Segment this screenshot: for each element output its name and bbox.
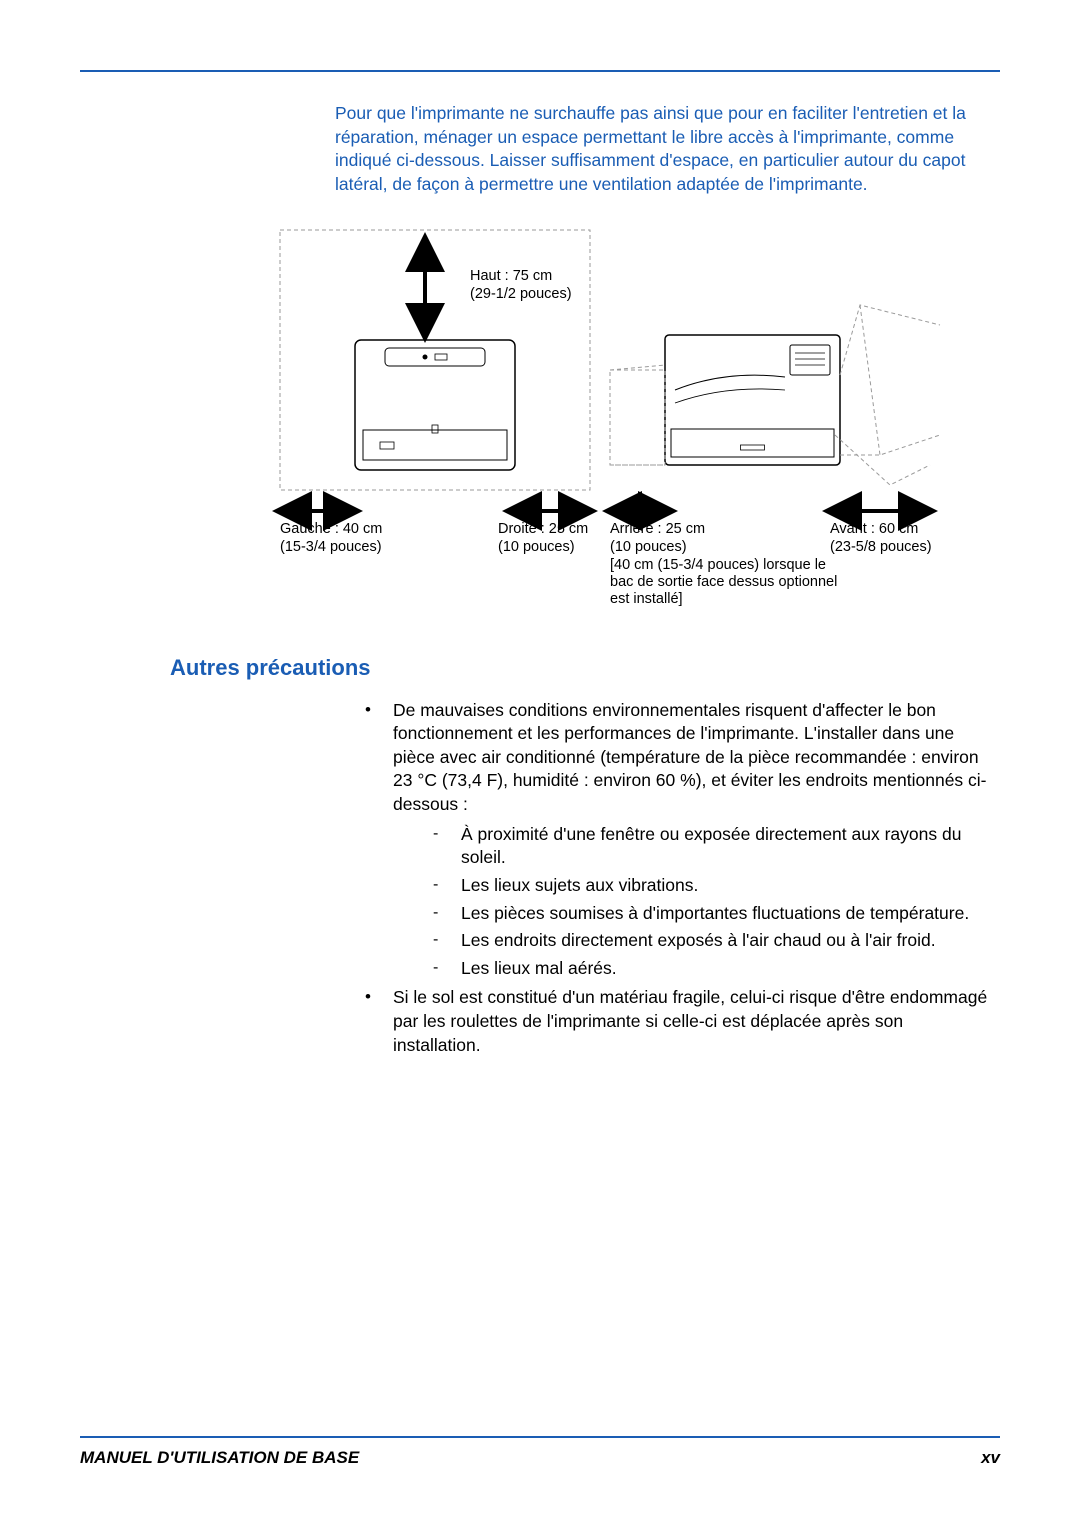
bullet-2-text: Si le sol est constitué d'un matériau fr… [393,987,987,1054]
bullet-1-text: De mauvaises conditions environnementale… [393,700,987,815]
intro-paragraph: Pour que l'imprimante ne surchauffe pas … [335,102,990,197]
body-content: De mauvaises conditions environnementale… [335,699,990,1058]
svg-text:bac de sortie face dessus opti: bac de sortie face dessus optionnel [610,574,837,590]
sub-bullet-list: À proximité d'une fenêtre ou exposée dir… [393,823,990,981]
svg-text:(10 pouces): (10 pouces) [498,539,575,555]
svg-text:Arrière : 25 cm: Arrière : 25 cm [610,521,705,537]
diagram-svg: Haut : 75 cm (29-1/2 pouces) Gauche : 40 c… [270,215,950,615]
svg-text:(10 pouces): (10 pouces) [610,539,687,555]
svg-text:[40 cm (15-3/4 pouces) lorsque: [40 cm (15-3/4 pouces) lorsque le [610,557,826,573]
clearance-diagram: Haut : 75 cm (29-1/2 pouces) Gauche : 40 c… [270,215,1000,620]
top-rule [80,70,1000,72]
svg-text:Avant : 60 cm: Avant : 60 cm [830,521,918,537]
main-bullet-list: De mauvaises conditions environnementale… [335,699,990,1058]
list-item: Si le sol est constitué d'un matériau fr… [365,986,990,1057]
footer-left: MANUEL D'UTILISATION DE BASE [80,1448,359,1468]
footer-right: xv [981,1448,1000,1468]
svg-text:(29-1/2 pouces): (29-1/2 pouces) [470,286,572,302]
svg-text:Gauche : 40 cm: Gauche : 40 cm [280,521,382,537]
svg-text:Haut : 75 cm: Haut : 75 cm [470,268,552,284]
page: Pour que l'imprimante ne surchauffe pas … [0,0,1080,1528]
svg-text:(23-5/8 pouces): (23-5/8 pouces) [830,539,932,555]
list-item: De mauvaises conditions environnementale… [365,699,990,981]
sub-list-item: Les lieux sujets aux vibrations. [433,874,990,898]
sub-list-item: Les lieux mal aérés. [433,957,990,981]
svg-text:(15-3/4 pouces): (15-3/4 pouces) [280,539,382,555]
footer-rule [80,1436,1000,1438]
page-footer: MANUEL D'UTILISATION DE BASE xv [80,1436,1000,1468]
svg-text:Droite : 25 cm: Droite : 25 cm [498,521,588,537]
sub-list-item: À proximité d'une fenêtre ou exposée dir… [433,823,990,870]
sub-list-item: Les endroits directement exposés à l'air… [433,929,990,953]
section-heading: Autres précautions [170,655,1000,681]
svg-text:est installé]: est installé] [610,591,683,607]
sub-list-item: Les pièces soumises à d'importantes fluc… [433,902,990,926]
